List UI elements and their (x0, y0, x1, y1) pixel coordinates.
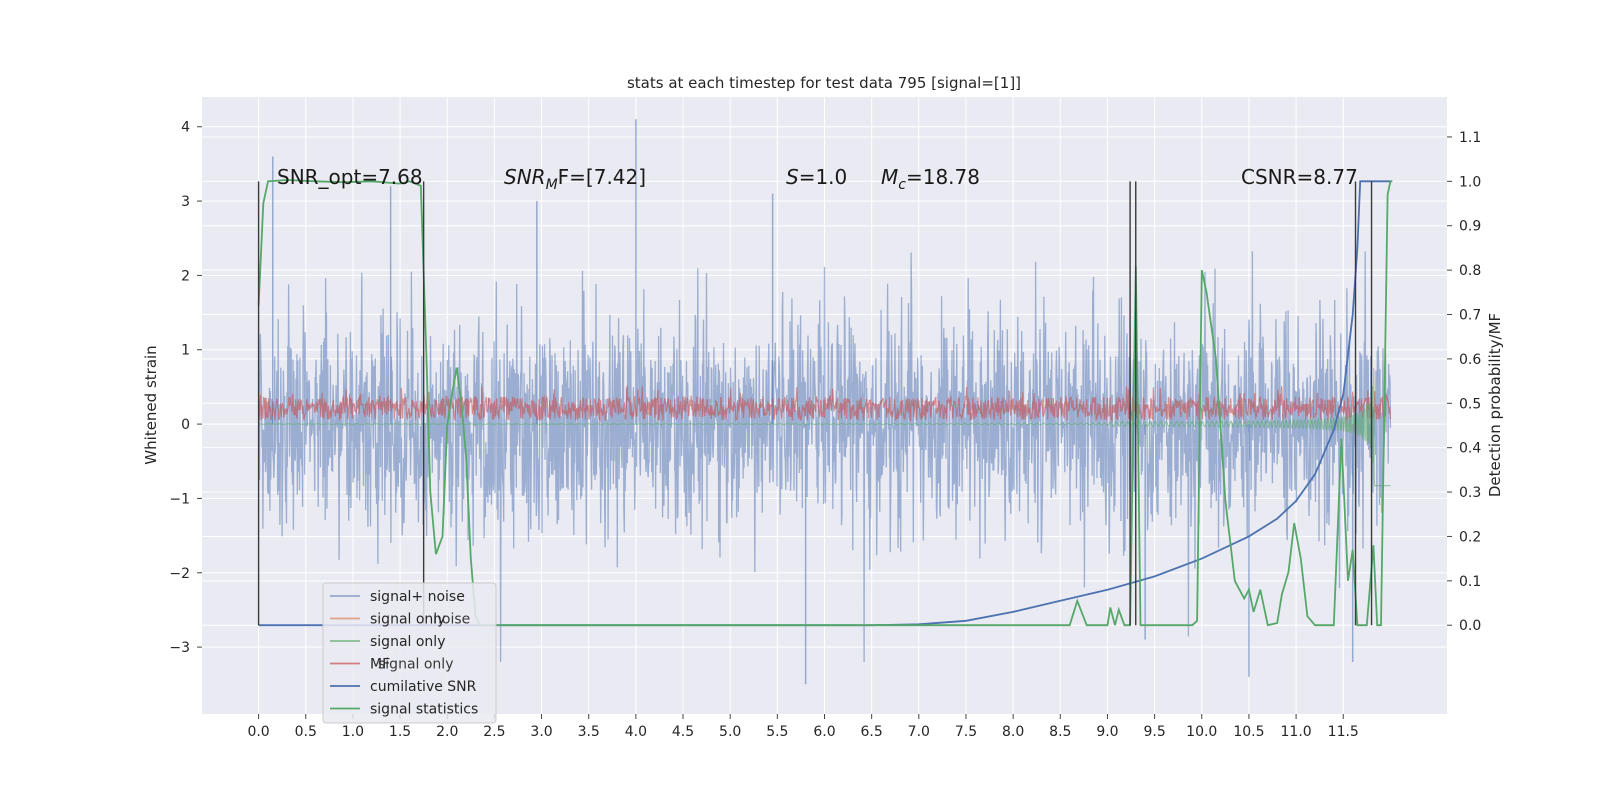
x-axis-ticks: 0.0 0.5 1.0 1.5 2.0 2.5 3.0 3.5 4.0 4.5 5.0 5.5 6.0 6… (247, 714, 1359, 740)
x-tick-label: 5.5 (766, 724, 788, 740)
x-tick-label: 10.0 (1186, 724, 1217, 740)
y-right-tick-label: 0.6 (1459, 352, 1481, 368)
annotation-snr-mf-rest: F=[7.42] (558, 165, 646, 189)
y-right-tick-label: 0.0 (1459, 618, 1481, 634)
y-right-tick-label: 0.8 (1459, 263, 1481, 279)
x-tick-label: 11.5 (1328, 724, 1359, 740)
y-tick-label: 0 (181, 417, 190, 433)
series-mf (258, 385, 1391, 423)
annotation-s-main: S (786, 165, 799, 189)
x-tick-label: 6.0 (813, 724, 835, 740)
annotation-s: S=1.0 (786, 165, 847, 189)
y-axis-label: Whitened strain (142, 345, 160, 464)
y-right-tick-label: 0.5 (1459, 396, 1481, 412)
x-tick-label: 8.5 (1049, 724, 1071, 740)
y-axis-ticks: −3 −2 −1 0 1 2 3 4 (169, 120, 202, 656)
y-tick-label: 2 (181, 268, 190, 284)
chart-title: stats at each timestep for test data 795… (627, 74, 1021, 92)
annotation-snr-mf: SNRMF=[7.42] (504, 165, 646, 193)
annotation-mc: Mc=18.78 (881, 165, 980, 193)
y-right-tick-label: 0.3 (1459, 485, 1481, 501)
y-tick-label: 4 (181, 120, 190, 136)
y-tick-label: −3 (169, 640, 190, 656)
x-tick-label: 11.0 (1281, 724, 1312, 740)
x-tick-label: 0.0 (247, 724, 269, 740)
x-tick-label: 1.0 (342, 724, 364, 740)
y-right-tick-label: 0.7 (1459, 308, 1481, 324)
series-layer (257, 119, 1393, 685)
y-right-tick-label: 1.1 (1459, 130, 1481, 146)
x-tick-label: 4.5 (672, 724, 694, 740)
x-tick-label: 9.0 (1096, 724, 1118, 740)
legend-ghost-text: signal only (378, 657, 453, 673)
vertical-markers (257, 181, 1373, 626)
x-tick-label: 1.5 (389, 724, 411, 740)
y-tick-label: −1 (169, 491, 190, 507)
annotation-mc-sub: c (898, 177, 906, 193)
annotation-s-rest: =1.0 (799, 165, 848, 189)
x-tick-label: 7.0 (908, 724, 930, 740)
x-tick-label: 0.5 (295, 724, 317, 740)
annotation-mc-rest: =18.78 (906, 165, 980, 189)
x-tick-label: 8.0 (1002, 724, 1024, 740)
annotation-mc-main: M (881, 165, 898, 189)
annotation-snr-mf-main: SNR (504, 165, 546, 189)
x-tick-label: 10.5 (1233, 724, 1264, 740)
y-tick-label: −2 (169, 566, 190, 582)
y-right-tick-label: 1.0 (1459, 174, 1481, 190)
y-right-tick-label: 0.4 (1459, 441, 1481, 457)
annotation-snr-opt: SNR_opt=7.68 (277, 165, 423, 189)
legend-label: signal only (370, 612, 445, 628)
x-tick-label: 4.0 (625, 724, 647, 740)
y-right-tick-label: 0.1 (1459, 574, 1481, 590)
legend-ghost-texts: signal only noise (378, 612, 470, 673)
x-tick-label: 2.5 (483, 724, 505, 740)
legend-frame (322, 582, 497, 724)
x-tick-label: 3.0 (530, 724, 552, 740)
x-tick-label: 6.5 (861, 724, 883, 740)
x-tick-label: 5.0 (719, 724, 741, 740)
legend-label: signal only (370, 634, 445, 650)
annotation-snr-mf-sub: M (546, 177, 558, 193)
legend-ghost-text: noise (433, 612, 470, 628)
x-tick-label: 2.0 (436, 724, 458, 740)
y-tick-label: 3 (181, 194, 190, 210)
x-tick-label: 3.5 (578, 724, 600, 740)
y-axis-right-label: Detection probability/MF (1486, 313, 1504, 497)
annotation-csnr: CSNR=8.77 (1241, 165, 1358, 189)
legend-label: MF (370, 657, 390, 673)
legend-label: signal statistics (370, 702, 478, 718)
y-right-tick-label: 0.9 (1459, 219, 1481, 235)
y-axis-right-ticks: 0.0 0.1 0.2 0.3 0.4 0.5 0.6 0.7 0.8 0.9 1.0 1.1 (1447, 130, 1481, 634)
x-tick-label: 9.5 (1143, 724, 1165, 740)
x-tick-label: 7.5 (955, 724, 977, 740)
y-tick-label: 1 (181, 343, 190, 359)
legend-label: signal+ noise (370, 589, 465, 605)
y-right-tick-label: 0.2 (1459, 529, 1481, 545)
series-signal-statistics (257, 179, 1393, 627)
legend-label: cumilative SNR (370, 679, 477, 695)
